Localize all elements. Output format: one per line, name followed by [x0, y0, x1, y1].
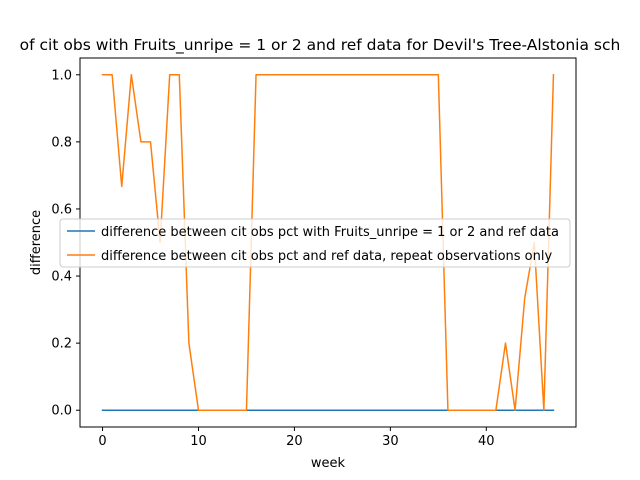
y-tick-label: 0.6	[51, 202, 72, 217]
y-axis-label: difference	[29, 210, 44, 275]
legend-label-series-2: difference between cit obs pct and ref d…	[101, 249, 552, 264]
y-tick-label: 0.8	[51, 135, 72, 150]
chart-title: of cit obs with Fruits_unripe = 1 or 2 a…	[20, 36, 621, 55]
x-tick-label: 20	[286, 434, 303, 449]
y-axis-ticks: 0.0 0.2 0.4 0.6 0.8 1.0	[51, 68, 80, 419]
x-tick-label: 0	[98, 434, 106, 449]
y-tick-label: 0.0	[51, 404, 72, 419]
x-tick-label: 10	[190, 434, 207, 449]
y-tick-label: 0.2	[51, 337, 72, 352]
legend-box	[59, 218, 571, 268]
legend: difference between cit obs pct with Frui…	[59, 218, 571, 268]
y-tick-label: 1.0	[51, 68, 72, 83]
x-axis-label: week	[311, 456, 346, 471]
y-tick-label: 0.4	[51, 270, 72, 285]
series-line-2	[101, 73, 555, 411]
legend-label-series-1: difference between cit obs pct with Frui…	[101, 225, 559, 240]
x-axis-ticks: 0 10 20 30 40	[98, 427, 495, 449]
x-tick-label: 40	[478, 434, 495, 449]
x-tick-label: 30	[382, 434, 399, 449]
series-layer	[101, 73, 555, 411]
